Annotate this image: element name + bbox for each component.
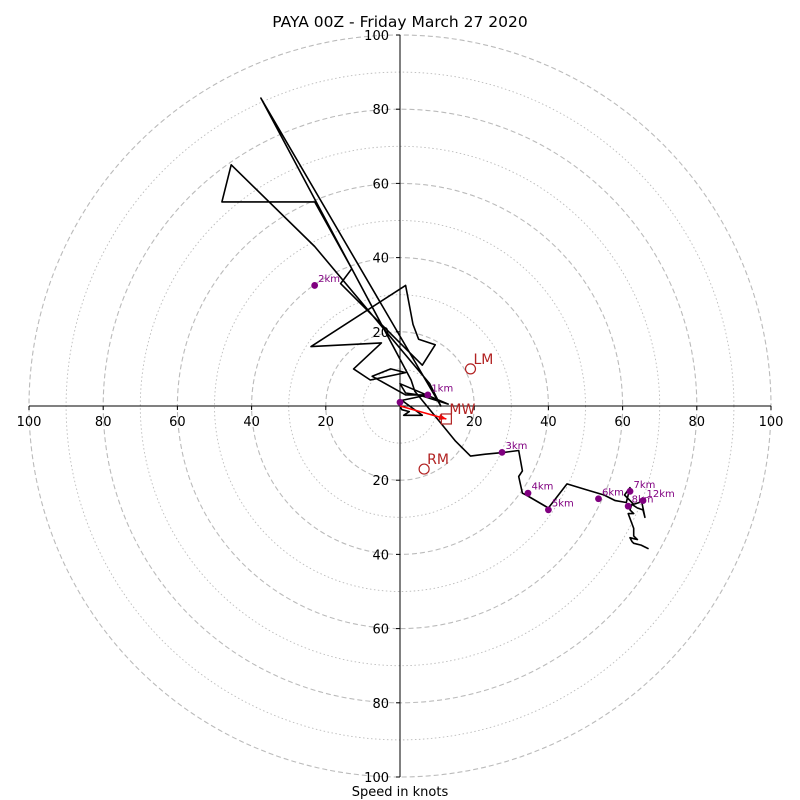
height-marker-dot: [396, 398, 404, 406]
x-tick-label: 40: [243, 415, 260, 430]
height-marker-label: 2km: [318, 274, 340, 285]
chart-title: PAYA 00Z - Friday March 27 2020: [272, 13, 528, 31]
x-tick-label: 60: [169, 415, 186, 430]
storm-motion-marker: [418, 463, 430, 475]
height-marker-label: 7km: [634, 480, 656, 491]
height-marker-dot: [311, 282, 319, 289]
y-tick-label: 40: [372, 252, 389, 267]
height-marker-label: 6km: [602, 487, 624, 498]
height-markers: 1km2km3km4km5km6km7km8km12km: [311, 274, 675, 514]
storm-motion-label: RM: [427, 452, 449, 468]
y-tick-label: 80: [372, 697, 389, 712]
hodograph-trace: [221, 97, 649, 550]
x-tick-label: 80: [95, 415, 112, 430]
height-marker-label: 1km: [431, 383, 453, 394]
height-marker-label: 5km: [552, 498, 574, 509]
x-axis-label: Speed in knots: [352, 785, 449, 800]
tick-labels: 1001008080606040402020202040406060808010…: [17, 29, 784, 786]
storm-motion-marker: [464, 363, 477, 375]
height-marker-dot: [595, 495, 602, 503]
x-tick-label: 60: [614, 415, 631, 430]
height-marker-dot: [498, 448, 506, 456]
y-tick-label: 60: [372, 623, 389, 638]
y-tick-label: 60: [372, 177, 389, 192]
height-marker-label: 12km: [647, 489, 675, 500]
y-tick-label: 80: [372, 103, 389, 118]
x-tick-label: 80: [689, 415, 706, 430]
x-tick-label: 20: [466, 415, 483, 430]
y-tick-label: 20: [372, 474, 389, 489]
height-marker-dot: [524, 489, 532, 497]
x-tick-label: 20: [318, 415, 335, 430]
height-marker-dot: [424, 391, 432, 399]
height-marker-dot: [624, 502, 632, 510]
hodograph-line: [221, 97, 649, 550]
y-tick-label: 100: [364, 771, 389, 786]
mean-wind-arrow: [399, 405, 447, 420]
mean-wind-arrowhead: [438, 414, 447, 420]
storm-motion-label: LM: [473, 352, 493, 368]
x-tick-label: 100: [759, 415, 784, 430]
height-marker-dot: [639, 497, 647, 505]
height-marker-label: 3km: [506, 441, 528, 452]
x-tick-label: 100: [17, 415, 42, 430]
mean-wind-marker: [440, 413, 452, 425]
height-marker-dot: [626, 487, 634, 495]
storm-motion-label: MW: [449, 402, 475, 418]
y-tick-label: 40: [372, 548, 389, 563]
height-marker-dot: [545, 506, 552, 514]
x-tick-label: 40: [540, 415, 557, 430]
storm-motion-markers: LM RM MW: [399, 352, 493, 475]
height-marker-label: 4km: [531, 482, 553, 493]
y-tick-label: 100: [364, 29, 389, 44]
